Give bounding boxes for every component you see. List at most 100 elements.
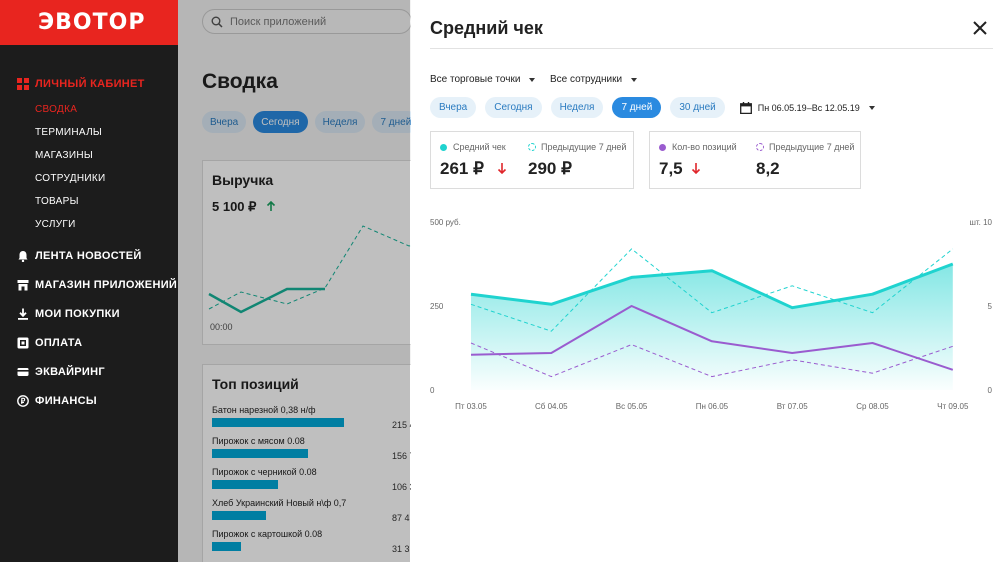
- series-line-0: [470, 262, 954, 310]
- sidebar-item-6[interactable]: ФИНАНСЫ: [0, 386, 178, 415]
- sidebar-item-3[interactable]: МОИ ПОКУПКИ: [0, 299, 178, 328]
- revenue-value: 5 100 ₽: [212, 199, 276, 215]
- series-line-1: [470, 248, 954, 332]
- sidebar-subitem[interactable]: СОТРУДНИКИ: [35, 173, 106, 184]
- close-icon[interactable]: [971, 19, 989, 37]
- x-tick-label: Сб 04.05: [535, 402, 568, 411]
- items-count-prev-label: Предыдущие 7 дней: [769, 142, 855, 152]
- summary-period-tab[interactable]: Неделя: [314, 111, 366, 133]
- sidebar-subitem[interactable]: УСЛУГИ: [35, 219, 76, 230]
- payment-icon: [17, 337, 29, 349]
- sidebar-item-2[interactable]: МАГАЗИН ПРИЛОЖЕНИЙ: [0, 270, 178, 299]
- panel-period-tab[interactable]: Вчера: [430, 97, 477, 118]
- revenue-sparkline: [208, 225, 433, 314]
- store-icon: [17, 279, 29, 291]
- items-count-prev-value: 8,2: [756, 159, 780, 178]
- sidebar-item-5[interactable]: ЭКВАЙРИНГ: [0, 357, 178, 386]
- top-item-row[interactable]: Батон нарезной 0,38 н/ф 215 4: [212, 405, 442, 436]
- sidebar-item-label: ЛЕНТА НОВОСТЕЙ: [35, 249, 142, 262]
- top-item-name: Пирожок с мясом 0.08: [212, 436, 305, 446]
- arrow-up-icon: [266, 200, 276, 211]
- summary-period-tabs: Вчера Сегодня Неделя 7 дней: [202, 111, 426, 133]
- search-input[interactable]: Поиск приложений: [202, 9, 412, 34]
- sidebar-item-label: ЭКВАЙРИНГ: [35, 365, 105, 378]
- sidebar-item-0[interactable]: ЛИЧНЫЙ КАБИНЕТ: [0, 69, 178, 98]
- calendar-icon: [739, 101, 752, 114]
- top-item-row[interactable]: Хлеб Украинский Новый н\ф 0,7 87 4: [212, 498, 442, 529]
- sidebar-item-label: ЛИЧНЫЙ КАБИНЕТ: [35, 77, 145, 90]
- avg-check-prev-legend: Предыдущие 7 дней: [528, 142, 626, 152]
- right-axis-label: шт. 10: [969, 218, 992, 227]
- top-item-name: Пирожок с черникой 0.08: [212, 467, 317, 477]
- date-range-picker[interactable]: Пн 06.05.19–Вс 12.05.19: [739, 101, 875, 114]
- x-tick-label: Ср 08.05: [856, 402, 889, 411]
- summary-period-tab[interactable]: 7 дней: [372, 111, 420, 133]
- top-items-card[interactable]: Топ позиций Батон нарезной 0,38 н/ф 215 4…: [202, 364, 442, 562]
- bell-icon: [17, 250, 29, 262]
- purple-dot-icon: [659, 143, 666, 151]
- purple-dashed-dot-icon: [756, 143, 764, 151]
- sidebar-nav: ЛИЧНЫЙ КАБИНЕТ СВОДКА ТЕРМИНАЛЫ МАГАЗИНЫ СОТ…: [0, 45, 178, 415]
- top-item-bar: [212, 511, 267, 520]
- sidebar: ЭВОТОР ЛИЧНЫЙ КАБИНЕТ СВОДКА ТЕРМИНАЛЫ МАГА…: [0, 0, 178, 562]
- x-tick-label: Пн 06.05: [696, 402, 729, 411]
- summary-period-tab[interactable]: Вчера: [202, 111, 247, 133]
- brand-logo[interactable]: ЭВОТОР: [0, 0, 178, 45]
- top-item-value: 87 4: [392, 513, 410, 523]
- x-tick-label: Вс 05.05: [616, 402, 648, 411]
- chevron-down-icon: [529, 77, 536, 82]
- chevron-down-icon: [868, 105, 875, 110]
- left-axis-label: 500 руб.: [430, 218, 461, 227]
- sidebar-subitem[interactable]: МАГАЗИНЫ: [35, 150, 94, 161]
- top-item-row[interactable]: Пирожок с мясом 0.08 156 7: [212, 436, 442, 467]
- items-count-label: Кол-во позиций: [672, 142, 737, 152]
- coin-icon: [17, 394, 29, 407]
- revenue-card[interactable]: Выручка 5 100 ₽ 00:00: [202, 160, 442, 345]
- top-item-bar: [212, 542, 242, 551]
- sidebar-item-label: ОПЛАТА: [35, 336, 83, 349]
- top-item-row[interactable]: Пирожок с черникой 0.08 106 3: [212, 467, 442, 498]
- sidebar-subitem[interactable]: ТЕРМИНАЛЫ: [35, 127, 103, 138]
- avg-check-value: 261 ₽: [440, 159, 484, 178]
- series-line-2: [470, 305, 954, 371]
- stores-dropdown-label: Все торговые точки: [430, 74, 521, 85]
- top-item-value: 215 4: [392, 420, 415, 430]
- dashboard-icon: [17, 77, 29, 90]
- panel-period-tab[interactable]: Неделя: [550, 97, 604, 118]
- sidebar-item-1[interactable]: ЛЕНТА НОВОСТЕЙ: [0, 241, 178, 270]
- sidebar-item-label: МАГАЗИН ПРИЛОЖЕНИЙ: [35, 278, 178, 291]
- x-tick-label: Вт 07.05: [777, 402, 809, 411]
- top-item-bar: [212, 449, 309, 458]
- avg-check-prev-label: Предыдущие 7 дней: [541, 142, 627, 152]
- summary-period-tab[interactable]: Сегодня: [253, 111, 308, 133]
- download-icon: [17, 308, 29, 320]
- left-axis-tick: 250: [430, 302, 444, 311]
- panel-period-tab[interactable]: 7 дней: [612, 97, 662, 118]
- chevron-down-icon: [631, 77, 638, 82]
- panel-period-tab[interactable]: Сегодня: [485, 97, 542, 118]
- avg-check-legend: Средний чек: [440, 142, 506, 152]
- arrow-down-icon: [691, 163, 701, 174]
- avg-check-chart: 500 руб. 250 0 шт. 10 5 0 Пт 03.05 Сб 04.…: [430, 218, 993, 411]
- modal-backdrop[interactable]: [178, 0, 410, 562]
- left-axis-tick: 0: [430, 386, 435, 395]
- sidebar-item-label: МОИ ПОКУПКИ: [35, 307, 120, 320]
- series-area: [471, 264, 953, 390]
- x-tick-label: Пт 03.05: [455, 402, 487, 411]
- sidebar-item-4[interactable]: ОПЛАТА: [0, 328, 178, 357]
- sidebar-subitem[interactable]: СВОДКА: [35, 104, 78, 115]
- items-count-prev-legend: Предыдущие 7 дней: [756, 142, 854, 152]
- employees-dropdown[interactable]: Все сотрудники: [550, 74, 638, 85]
- avg-check-metric-card: Средний чек 261 ₽ Предыдущие 7 дней 290 …: [430, 131, 634, 189]
- items-count-metric-card: Кол-во позиций 7,5 Предыдущие 7 дней 8,2: [649, 131, 861, 189]
- stores-dropdown[interactable]: Все торговые точки: [430, 74, 536, 85]
- sidebar-item-label: ФИНАНСЫ: [35, 394, 97, 407]
- top-item-name: Хлеб Украинский Новый н\ф 0,7: [212, 498, 347, 508]
- sidebar-subitem[interactable]: ТОВАРЫ: [35, 196, 79, 207]
- top-item-value: 31 3: [392, 544, 410, 554]
- avg-check-panel: Средний чек Все торговые точки Все сотру…: [411, 0, 1000, 562]
- top-items-title: Топ позиций: [212, 376, 299, 392]
- top-item-row[interactable]: Пирожок с картошкой 0.08 31 3: [212, 529, 442, 560]
- panel-title: Средний чек: [430, 18, 543, 38]
- panel-period-tab[interactable]: 30 дней: [670, 97, 725, 118]
